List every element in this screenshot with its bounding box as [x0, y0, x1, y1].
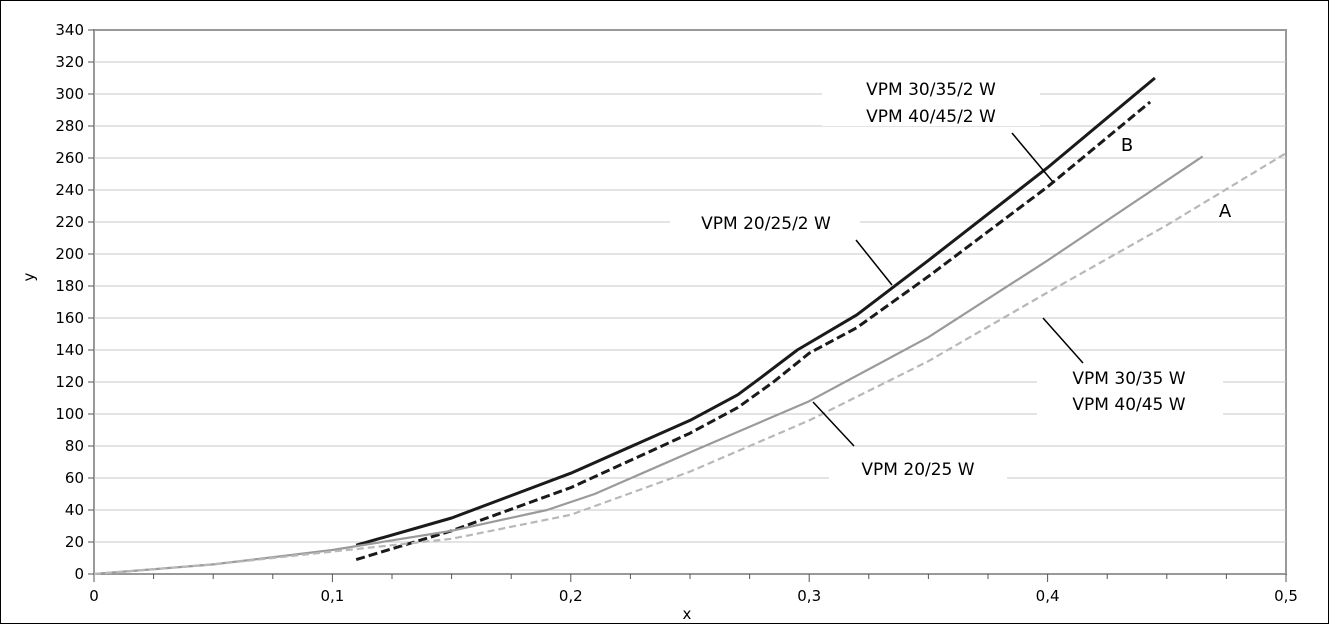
axis-layer: 0 20 40 60 80 100 120 140 160 180 200 220 240 260 280 3… [55, 21, 1298, 605]
y-tick-label: 240 [55, 181, 84, 199]
x-tick-label: 0,1 [320, 587, 344, 605]
y-tick-label: 300 [55, 85, 84, 103]
leader-vpm-20-25-2w [855, 239, 893, 286]
series-layer [93, 76, 1287, 576]
leader-vpm-30-35-2w [1011, 132, 1054, 183]
annotation-label-a: A [1219, 201, 1232, 222]
x-tick-label: 0 [89, 587, 99, 605]
y-tick-label: 80 [65, 437, 84, 455]
x-tick-label: 0,5 [1274, 587, 1298, 605]
annotation-vpm-30-35w: VPM 30/35 W [1072, 369, 1185, 389]
series-line-3 [93, 155, 1204, 576]
series-line-1 [355, 76, 1156, 547]
series-line-4 [93, 152, 1287, 576]
y-tick-label: 200 [55, 245, 84, 263]
annotation-vpm-30-35-2w: VPM 30/35/2 W [866, 80, 996, 100]
y-axis-title: y [20, 272, 38, 281]
y-tick-label: 320 [55, 53, 84, 71]
series-line-2 [355, 100, 1152, 562]
axis-title-layer: x y [20, 272, 692, 623]
label-bg-vpm-2w [822, 76, 1040, 126]
y-tick-label: 0 [74, 565, 84, 583]
leader-vpm-30-35w [1042, 317, 1084, 364]
grid-layer [93, 29, 1287, 575]
annotation-label-b: B [1121, 135, 1133, 156]
y-tick-label: 120 [55, 373, 84, 391]
plot-area-frame [93, 29, 1287, 575]
label-bg-vpm-w [1037, 366, 1223, 416]
y-tick-label: 340 [55, 21, 84, 39]
y-tick-label: 160 [55, 309, 84, 327]
y-tick-label: 60 [65, 469, 84, 487]
annotation-vpm-40-45-2w: VPM 40/45/2 W [866, 107, 996, 127]
annotation-layer: VPM 30/35/2 W VPM 40/45/2 W VPM 20/25/2 … [670, 76, 1232, 483]
x-tick-label: 0,2 [559, 587, 583, 605]
y-tick-label: 180 [55, 277, 84, 295]
y-tick-label: 40 [65, 501, 84, 519]
y-tick-label: 280 [55, 117, 84, 135]
y-tick-label: 100 [55, 405, 84, 423]
x-tick-label: 0,3 [797, 587, 821, 605]
label-bg-vpm-20-25-2w [670, 208, 860, 236]
annotation-vpm-20-25w: VPM 20/25 W [861, 460, 974, 480]
leader-vpm-20-25w [812, 401, 855, 447]
x-tick-label: 0,4 [1036, 587, 1060, 605]
x-axis-title: x [683, 605, 692, 623]
y-tick-label: 220 [55, 213, 84, 231]
annotation-vpm-40-45w: VPM 40/45 W [1072, 395, 1185, 415]
y-tick-label: 20 [65, 533, 84, 551]
label-bg-vpm-20-25w [829, 457, 1007, 483]
y-tick-label: 140 [55, 341, 84, 359]
y-tick-label: 260 [55, 149, 84, 167]
annotation-vpm-20-25-2w: VPM 20/25/2 W [701, 214, 831, 234]
